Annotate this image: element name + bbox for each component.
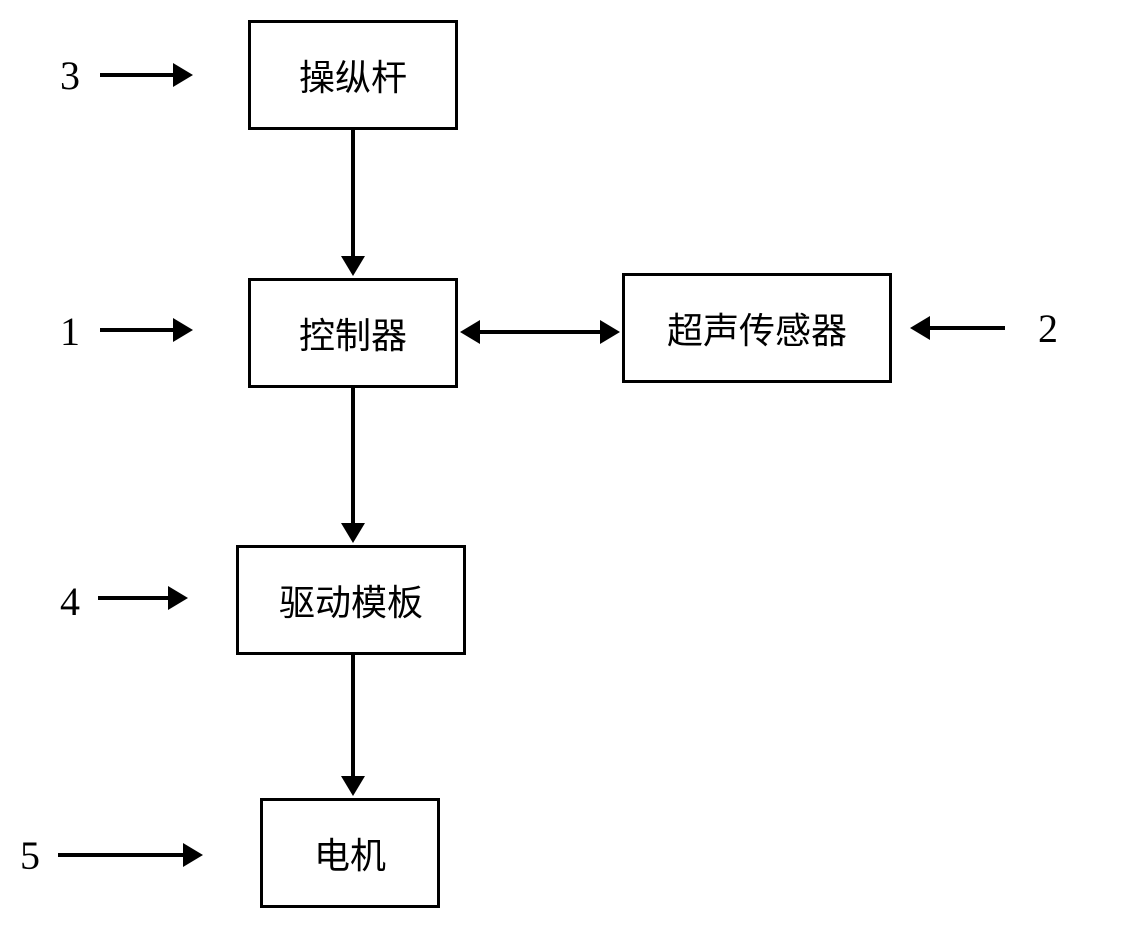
label-arrow-1 — [100, 328, 175, 332]
controller-box: 控制器 — [248, 278, 458, 388]
ultrasonic-box: 超声传感器 — [622, 273, 892, 383]
arrow-controller-ultrasonic — [478, 330, 602, 334]
label-2: 2 — [1038, 305, 1058, 352]
arrowhead-joystick-controller — [341, 256, 365, 276]
joystick-label: 操纵杆 — [299, 49, 407, 101]
label-arrow-3 — [100, 73, 175, 77]
label-arrowhead-2 — [910, 316, 930, 340]
arrowhead-controller-driver — [341, 523, 365, 543]
label-arrowhead-4 — [168, 586, 188, 610]
joystick-box: 操纵杆 — [248, 20, 458, 130]
label-arrow-4 — [98, 596, 170, 600]
driver-label: 驱动模板 — [279, 574, 423, 626]
arrowhead-controller-ultrasonic — [600, 320, 620, 344]
arrowhead-ultrasonic-controller — [460, 320, 480, 344]
label-arrow-5 — [58, 853, 185, 857]
arrow-joystick-controller — [351, 130, 355, 258]
arrow-controller-driver — [351, 388, 355, 525]
controller-label: 控制器 — [299, 307, 407, 359]
label-arrowhead-3 — [173, 63, 193, 87]
label-1: 1 — [60, 308, 80, 355]
arrow-driver-motor — [351, 655, 355, 778]
driver-box: 驱动模板 — [236, 545, 466, 655]
motor-box: 电机 — [260, 798, 440, 908]
label-5: 5 — [20, 832, 40, 879]
arrowhead-driver-motor — [341, 776, 365, 796]
label-arrowhead-5 — [183, 843, 203, 867]
label-arrow-2 — [928, 326, 1005, 330]
label-3: 3 — [60, 52, 80, 99]
label-4: 4 — [60, 578, 80, 625]
label-arrowhead-1 — [173, 318, 193, 342]
diagram-container: 操纵杆 控制器 超声传感器 驱动模板 电机 3 1 2 4 5 — [0, 0, 1127, 941]
ultrasonic-label: 超声传感器 — [667, 302, 847, 354]
motor-label: 电机 — [314, 827, 386, 879]
